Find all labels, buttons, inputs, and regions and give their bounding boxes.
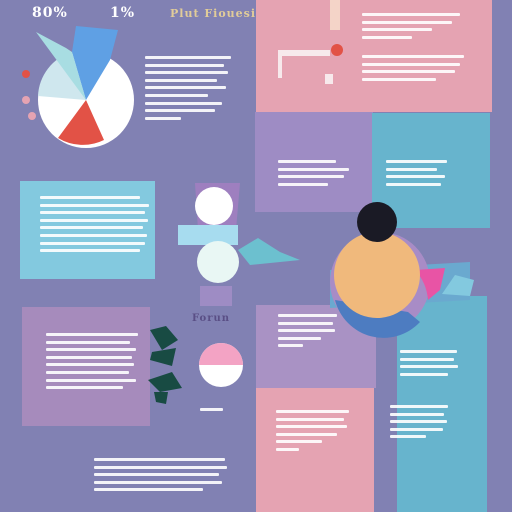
text-block-left-cyan: [40, 196, 154, 257]
text-block-center-upper: [278, 160, 350, 190]
heading-mid-percent: 1%: [110, 5, 136, 21]
text-block-center-pink: [276, 410, 352, 456]
panel-right-lower-teal: [397, 296, 487, 512]
heading-left-percent: 80%: [32, 5, 68, 21]
heading-center-label: Forun: [192, 313, 231, 324]
pie-chart-icon: [22, 26, 134, 148]
text-block-right-teal: [386, 160, 450, 190]
text-block-center-small: [200, 408, 226, 416]
panel-left-mauve: [22, 307, 150, 426]
text-block-right-lower-2: [390, 405, 450, 443]
heading-right-title: Plut Fiouesi: [170, 7, 257, 20]
panel-center-pink: [256, 388, 374, 512]
text-block-center-column: [278, 314, 340, 352]
text-block-top-right-2: [362, 55, 468, 85]
text-block-top-right-1: [362, 13, 462, 43]
donut-icon: [330, 202, 474, 338]
hourglass-icon: [178, 183, 300, 306]
text-block-left-mauve: [46, 333, 142, 394]
pin-icon: [278, 0, 343, 84]
text-block-right-lower-1: [400, 350, 460, 380]
text-block-bottom: [94, 458, 230, 496]
leaf-icon: [148, 326, 243, 404]
text-block-top-left: [145, 56, 235, 124]
